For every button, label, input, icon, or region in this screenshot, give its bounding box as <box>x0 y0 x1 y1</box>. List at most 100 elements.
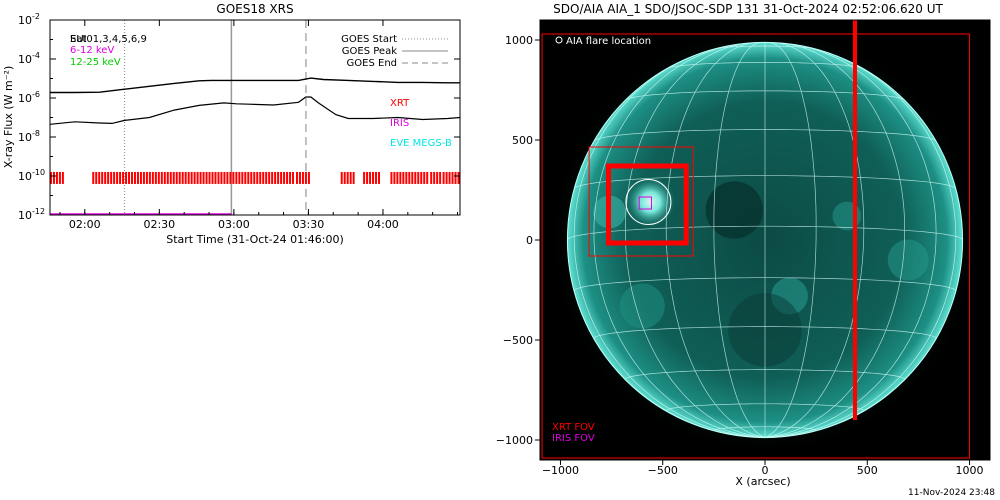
series-line-short <box>50 96 460 125</box>
coverage-tick-xrt <box>390 171 393 184</box>
coverage-tick-xrt <box>250 171 253 184</box>
aia-y-tick-label: −500 <box>503 334 533 347</box>
coverage-tick-xrt <box>241 171 244 184</box>
coverage-tick-xrt <box>199 171 202 184</box>
y-tick-label: 10 <box>18 170 32 183</box>
coverage-tick-xrt <box>220 171 223 184</box>
coverage-tick-xrt <box>417 171 420 184</box>
coverage-tick-xrt <box>283 171 286 184</box>
coverage-tick-xrt <box>274 171 277 184</box>
coverage-tick-xrt <box>298 171 301 184</box>
xrs-title: GOES18 XRS <box>216 2 293 16</box>
solar-limb <box>566 41 964 439</box>
y-tick-label: 10 <box>18 131 32 144</box>
y-tick-exponent: -4 <box>32 51 40 60</box>
coverage-tick-xrt <box>277 171 280 184</box>
coverage-tick-xrt <box>154 171 157 184</box>
aia-y-tick-label: 1000 <box>505 34 533 47</box>
grid-longitude-line <box>665 42 766 438</box>
coverage-tick-xrt <box>133 171 136 184</box>
xrs-legend: GOES Start GOES Peak GOES End <box>341 34 448 69</box>
coverage-tick-xrt <box>280 171 283 184</box>
coverage-tick-xrt <box>238 171 241 184</box>
fov-box-xrt-fov <box>608 165 687 244</box>
coverage-tick-xrt <box>369 171 372 184</box>
coverage-tick-xrt <box>139 171 142 184</box>
coverage-tick-xrt <box>445 171 448 184</box>
coverage-tick-xrt <box>448 171 451 184</box>
coverage-tick-xrt <box>55 171 58 184</box>
coverage-tick-xrt <box>101 171 104 184</box>
coverage-tick-xrt <box>193 171 196 184</box>
coverage-tick-xrt <box>363 171 366 184</box>
aia-axes: −1000 −500 0 500 1000 1000 500 0 −500 −1000 <box>496 34 984 477</box>
flare-legend-label: AIA flare location <box>566 36 651 47</box>
coverage-tick-xrt <box>136 171 139 184</box>
y-tick-exponent: -12 <box>32 207 45 216</box>
solar-feature <box>887 239 929 281</box>
coverage-tick-xrt <box>235 171 238 184</box>
coverage-tick-xrt <box>211 171 214 184</box>
coverage-tick-xrt <box>366 171 369 184</box>
coverage-tick-xrt <box>375 171 378 184</box>
xrt-fov-label: XRT FOV <box>552 422 595 433</box>
coverage-tick-xrt <box>408 171 411 184</box>
coverage-tick-xrt <box>145 171 148 184</box>
coverage-tick-xrt <box>430 171 433 184</box>
grid-longitude-line <box>713 42 766 438</box>
solar-feature <box>619 283 665 329</box>
y-tick-label: 10 <box>18 209 32 222</box>
x-tick-label: 02:00 <box>69 218 101 231</box>
coverage-tick-xrt <box>346 171 349 184</box>
coverage-tick-xrt <box>268 171 271 184</box>
coverage-tick-xrt <box>160 171 163 184</box>
solar-feature <box>705 181 763 239</box>
coverage-tick-xrt <box>411 171 414 184</box>
coverage-tick-xrt <box>58 171 61 184</box>
fov-box-xrt-fov <box>606 163 689 246</box>
coverage-tick-xrt <box>163 171 166 184</box>
y-tick-exponent: -2 <box>32 12 40 21</box>
coverage-tick-xrt <box>202 171 205 184</box>
aia-x-tick-label: 0 <box>762 464 769 477</box>
grid-longitude-line <box>764 43 937 438</box>
coverage-tick-xrt <box>253 171 256 184</box>
coverage-tick-xrt <box>349 171 352 184</box>
coverage-tick-xrt <box>107 171 110 184</box>
coverage-tick-xrt <box>226 171 229 184</box>
coverage-tick-xrt <box>414 171 417 184</box>
label-xrt: XRT <box>390 98 410 109</box>
grid-longitude-line <box>573 51 766 438</box>
coverage-tick-xrt <box>122 171 125 184</box>
coverage-tick-xrt <box>378 171 380 184</box>
coverage-tick-xrt <box>420 171 423 184</box>
coverage-tick-xrt <box>52 171 55 184</box>
legend-goes-end: GOES End <box>347 58 397 69</box>
y-tick-exponent: -10 <box>32 168 45 177</box>
coverage-tick-xrt <box>142 171 145 184</box>
coverage-tick-xrt <box>208 171 211 184</box>
coverage-tick-xrt <box>113 171 116 184</box>
y-tick-label: 10 <box>18 14 32 27</box>
coverage-tick-xrt <box>436 171 439 184</box>
fov-box-xrt-fov <box>588 146 694 257</box>
coverage-tick-xrt <box>148 171 151 184</box>
aia-xlabel: X (arcsec) <box>735 475 790 488</box>
coverage-tick-xrt <box>343 171 346 184</box>
y-tick-label: 10 <box>18 92 32 105</box>
coverage-tick-xrt <box>256 171 259 184</box>
coverage-tick-xrt <box>352 171 355 184</box>
aia-y-tick-label: 0 <box>526 234 533 247</box>
coverage-tick-xrt <box>304 171 307 184</box>
coverage-tick-xrt <box>259 171 262 184</box>
aia-y-tick-label: 500 <box>512 134 533 147</box>
coverage-tick-xrt <box>104 171 107 184</box>
grid-longitude-line <box>593 43 766 438</box>
coverage-tick-xrt <box>125 171 128 184</box>
xrs-xlabel: Start Time (31-Oct-24 01:46:00) <box>166 233 344 246</box>
coverage-tick-xrt <box>205 171 208 184</box>
grid-longitude-line <box>764 51 957 438</box>
